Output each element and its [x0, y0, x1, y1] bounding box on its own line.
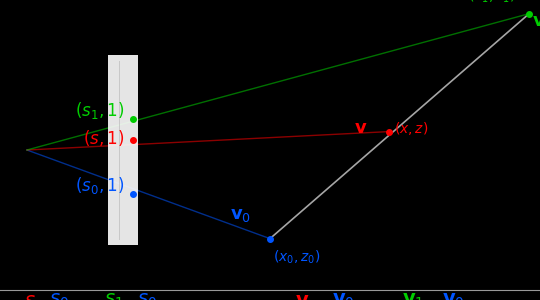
Text: $\mathbf{v}$: $\mathbf{v}$: [295, 291, 309, 300]
Text: $s$: $s$: [24, 291, 36, 300]
Text: $\mathbf{v}_0$: $\mathbf{v}_0$: [442, 291, 465, 300]
Text: $s_0$: $s_0$: [50, 291, 69, 300]
Text: $(s,1)$: $(s,1)$: [83, 128, 124, 148]
Text: $\mathbf{v}_1$: $\mathbf{v}_1$: [402, 291, 424, 300]
Text: $(x_0,z_0)$: $(x_0,z_0)$: [273, 249, 320, 266]
Text: $(s_1,1)$: $(s_1,1)$: [75, 100, 124, 121]
Text: $s_1$: $s_1$: [104, 291, 123, 300]
Text: $s_0$: $s_0$: [137, 291, 157, 300]
Text: $\mathbf{v}$: $\mathbf{v}$: [354, 119, 367, 137]
Text: $(x,z)$: $(x,z)$: [394, 120, 428, 137]
Text: $\mathbf{v}_1$: $\mathbf{v}_1$: [532, 13, 540, 31]
Text: $(x_1,z_1)$: $(x_1,z_1)$: [468, 0, 516, 5]
Text: $\mathbf{v}_0$: $\mathbf{v}_0$: [230, 206, 251, 224]
Bar: [108, 55, 138, 245]
Text: $(s_0,1)$: $(s_0,1)$: [75, 175, 124, 196]
Text: $\mathbf{v}_0$: $\mathbf{v}_0$: [332, 291, 354, 300]
